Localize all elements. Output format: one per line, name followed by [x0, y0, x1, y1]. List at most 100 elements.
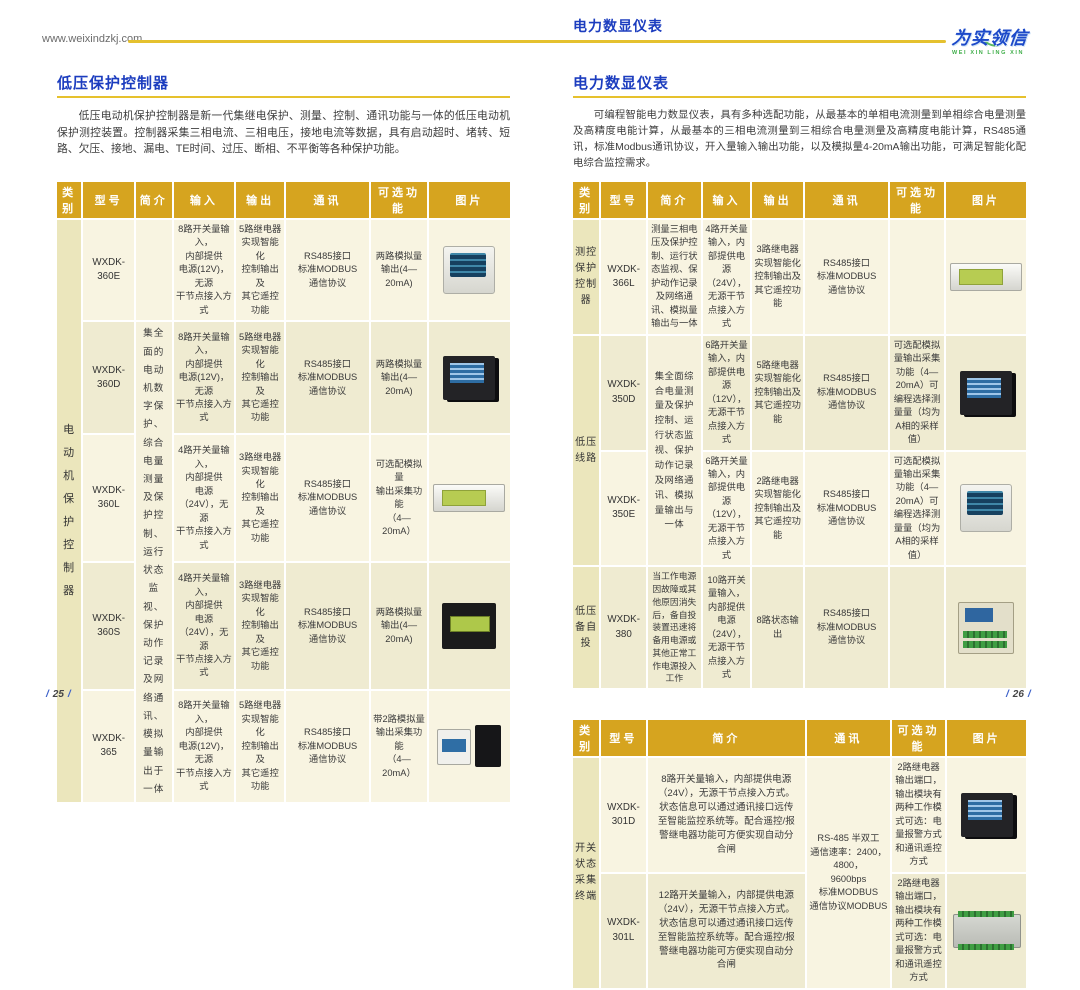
- column-header: 图片: [945, 182, 1026, 218]
- output-cell: 5路继电器 实现智能化 控制输出及 其它遥控功能: [236, 322, 284, 434]
- output-cell: 3路继电器 实现智能化 控制输出及 其它遥控功能: [236, 563, 284, 689]
- summary-cell: 8路开关量输入，内部提供电源（24V），无源干节点接入方式。状态信息可以通过通讯…: [647, 758, 806, 872]
- right-product-table-2: 类别 型号 简介 通讯 可选功能 图片 开关状态采集终端 WXDK-301D 8…: [571, 718, 1028, 990]
- column-header: 通讯: [807, 720, 890, 756]
- product-image-wxdk-366l: [949, 262, 1022, 291]
- right-product-table-1: 类别 型号 简介 输入 输出 通讯 可选功能 图片 测控保护控制器 WXDK-3…: [571, 180, 1028, 690]
- product-image-wxdk-360l: [433, 484, 506, 513]
- summary-cell: 当工作电源因故障或其他原因消失后，备自投装置迅速将备用电源或其他正常工作电源投入…: [647, 567, 701, 688]
- column-header: 图片: [428, 182, 510, 218]
- comm-cell: RS485接口 标准MODBUS 通信协议: [805, 335, 889, 450]
- right-title-underline: [573, 96, 1026, 98]
- input-cell: 8路开关量输入， 内部提供 电源(12V)，无源 干节点接入方式: [173, 322, 235, 434]
- header-row: 类别 型号 简介 通讯 可选功能 图片: [573, 720, 1026, 756]
- column-header: 图片: [947, 720, 1026, 756]
- optional-cell: 两路模拟量 输出(4—20mA): [371, 322, 427, 434]
- optional-cell: 两路模拟量 输出(4—20mA): [371, 220, 427, 321]
- model-cell: WXDK-360L: [83, 435, 135, 562]
- model-cell: WXDK-365: [83, 690, 135, 802]
- input-cell: 8路开关量输入， 内部提供 电源(12V)，无源 干节点接入方式: [173, 220, 235, 321]
- optional-cell: [890, 567, 944, 688]
- column-header: 类别: [573, 720, 600, 756]
- column-header: 通讯: [285, 182, 370, 218]
- comm-cell: RS485接口 标准MODBUS 通信协议: [285, 322, 370, 434]
- column-header: 型号: [83, 182, 135, 218]
- model-cell: WXDK-301D: [601, 758, 646, 872]
- model-cell: WXDK-301L: [601, 873, 646, 988]
- table-row: 低压线路 WXDK-350D 集全面综合电量测量及保护控制、运行状态监视、保护动…: [573, 335, 1026, 566]
- column-header: 类别: [57, 182, 82, 218]
- left-intro-paragraph: 低压电动机保护控制器是新一代集继电保护、测量、控制、通讯功能与一体的低压电动机保…: [57, 110, 510, 156]
- header-row: 类别 型号 简介 输入 输出 通讯 可选功能 图片: [57, 182, 510, 218]
- table-row: WXDK-360S 4路开关量输入， 内部提供 电源（24V），无源 干节点接入…: [57, 563, 510, 689]
- page-number-slash: /: [1027, 689, 1031, 700]
- column-header: 输出: [236, 182, 284, 218]
- column-header: 输出: [752, 182, 804, 218]
- output-cell: 3路继电器 实现智能化 控制输出及 其它遥控功能: [236, 435, 284, 562]
- table-row: 低压备自投 WXDK-380 当工作电源因故障或其他原因消失后，备自投装置迅速将…: [573, 567, 1026, 688]
- picture-cell: [945, 220, 1026, 334]
- page-number-slash: /: [46, 689, 49, 700]
- input-cell: 4路开关量输入， 内部提供 电源（24V），无源 干节点接入方式: [173, 563, 235, 689]
- summary-cell: [136, 220, 172, 321]
- model-cell: WXDK-350E: [601, 451, 646, 566]
- logo-text: 为实领信: [950, 28, 1029, 48]
- comm-cell: RS485接口 标准MODBUS 通信协议: [805, 567, 889, 688]
- brand-logo: 为实领信 WEI XIN LING XIN: [950, 21, 1062, 56]
- picture-cell: [428, 690, 510, 802]
- picture-cell: [945, 451, 1026, 566]
- column-header: 简介: [136, 182, 172, 218]
- picture-cell: [945, 335, 1026, 450]
- category-cell: 测控保护控制器: [573, 220, 600, 334]
- model-cell: WXDK-350D: [601, 335, 646, 450]
- right-page: 电力数显仪表 可编程智能电力数显仪表，具有多种选配功能，从最基本的单相电流测量到…: [573, 72, 1026, 990]
- comm-cell: RS485接口 标准MODBUS 通信协议: [285, 690, 370, 802]
- input-cell: 4路开关量输入， 内部提供 电源（24V），无源 干节点接入方式: [173, 435, 235, 562]
- left-page-number: /25/: [42, 689, 75, 700]
- table-row: WXDK-350E 6路开关量输入，内部提供电源（12V），无源干节点接入方式 …: [573, 451, 1026, 566]
- model-cell: WXDK-380: [601, 567, 646, 688]
- table-row: WXDK-360D 集全面的电动机数字保护、综合电量测量及保护控制、运行状态监视…: [57, 322, 510, 802]
- comm-cell: RS485接口 标准MODBUS 通信协议: [285, 563, 370, 689]
- model-cell: WXDK-360S: [83, 563, 135, 689]
- table-row: WXDK-365 8路开关量输入， 内部提供 电源(12V)，无源 干节点接入方…: [57, 690, 510, 802]
- comm-cell: RS485接口 标准MODBUS 通信协议: [805, 220, 889, 334]
- optional-cell: 带2路模拟量 输出采集功能 （4—20mA）: [371, 690, 427, 802]
- picture-cell: [428, 220, 510, 321]
- model-cell: WXDK-360E: [83, 220, 135, 321]
- right-page-number: /26/: [1002, 689, 1035, 700]
- product-image-wxdk-301d: [960, 792, 1013, 837]
- model-cell: WXDK-366L: [601, 220, 646, 334]
- comm-cell: RS-485 半双工 通信速率：2400，4800， 9600bps 标准MOD…: [807, 758, 890, 988]
- column-header: 可选功能: [371, 182, 427, 218]
- output-cell: 5路继电器 实现智能化 控制输出及 其它遥控功能: [236, 690, 284, 802]
- product-image-wxdk-360d: [443, 355, 496, 400]
- left-section-title: 低压保护控制器: [57, 75, 170, 92]
- website-url: www.weixindzkj.com: [42, 33, 143, 45]
- column-header: 简介: [647, 720, 806, 756]
- category-cell: 低压备自投: [573, 567, 600, 688]
- input-cell: 8路开关量输入， 内部提供 电源(12V)，无源 干节点接入方式: [173, 690, 235, 802]
- column-header: 可选功能: [890, 182, 944, 218]
- product-image-wxdk-350d: [959, 370, 1012, 415]
- product-image-wxdk-365: [437, 725, 502, 768]
- column-header: 通讯: [805, 182, 889, 218]
- top-divider-line: [128, 40, 946, 43]
- column-header: 型号: [601, 720, 646, 756]
- output-cell: 5路继电器 实现智能化 控制输出及 其它遥控功能: [752, 335, 804, 450]
- product-image-wxdk-380: [957, 601, 1014, 654]
- picture-cell: [428, 322, 510, 434]
- summary-cell: 测量三相电压及保护控制、运行状态监视、保护动作记录及网络通讯、模拟量输出与一体: [647, 220, 701, 334]
- column-header: 可选功能: [891, 720, 946, 756]
- comm-cell: RS485接口 标准MODBUS 通信协议: [285, 220, 370, 321]
- right-intro-paragraph: 可编程智能电力数显仪表，具有多种选配功能，从最基本的单相电流测量到单相综合电量测…: [573, 110, 1026, 170]
- category-cell: 低压线路: [573, 335, 600, 566]
- optional-cell: 2路继电器输出端口，输出模块有两种工作模式可选：电量报警方式和通讯遥控方式: [891, 758, 946, 872]
- comm-cell: RS485接口 标准MODBUS 通信协议: [285, 435, 370, 562]
- right-section-title: 电力数显仪表: [573, 75, 670, 92]
- input-cell: 6路开关量输入，内部提供电源（12V），无源干节点接入方式: [702, 451, 751, 566]
- picture-cell: [428, 563, 510, 689]
- page-number-value: 26: [1012, 689, 1024, 700]
- model-cell: WXDK-360D: [83, 322, 135, 434]
- page-number-slash: /: [67, 689, 71, 700]
